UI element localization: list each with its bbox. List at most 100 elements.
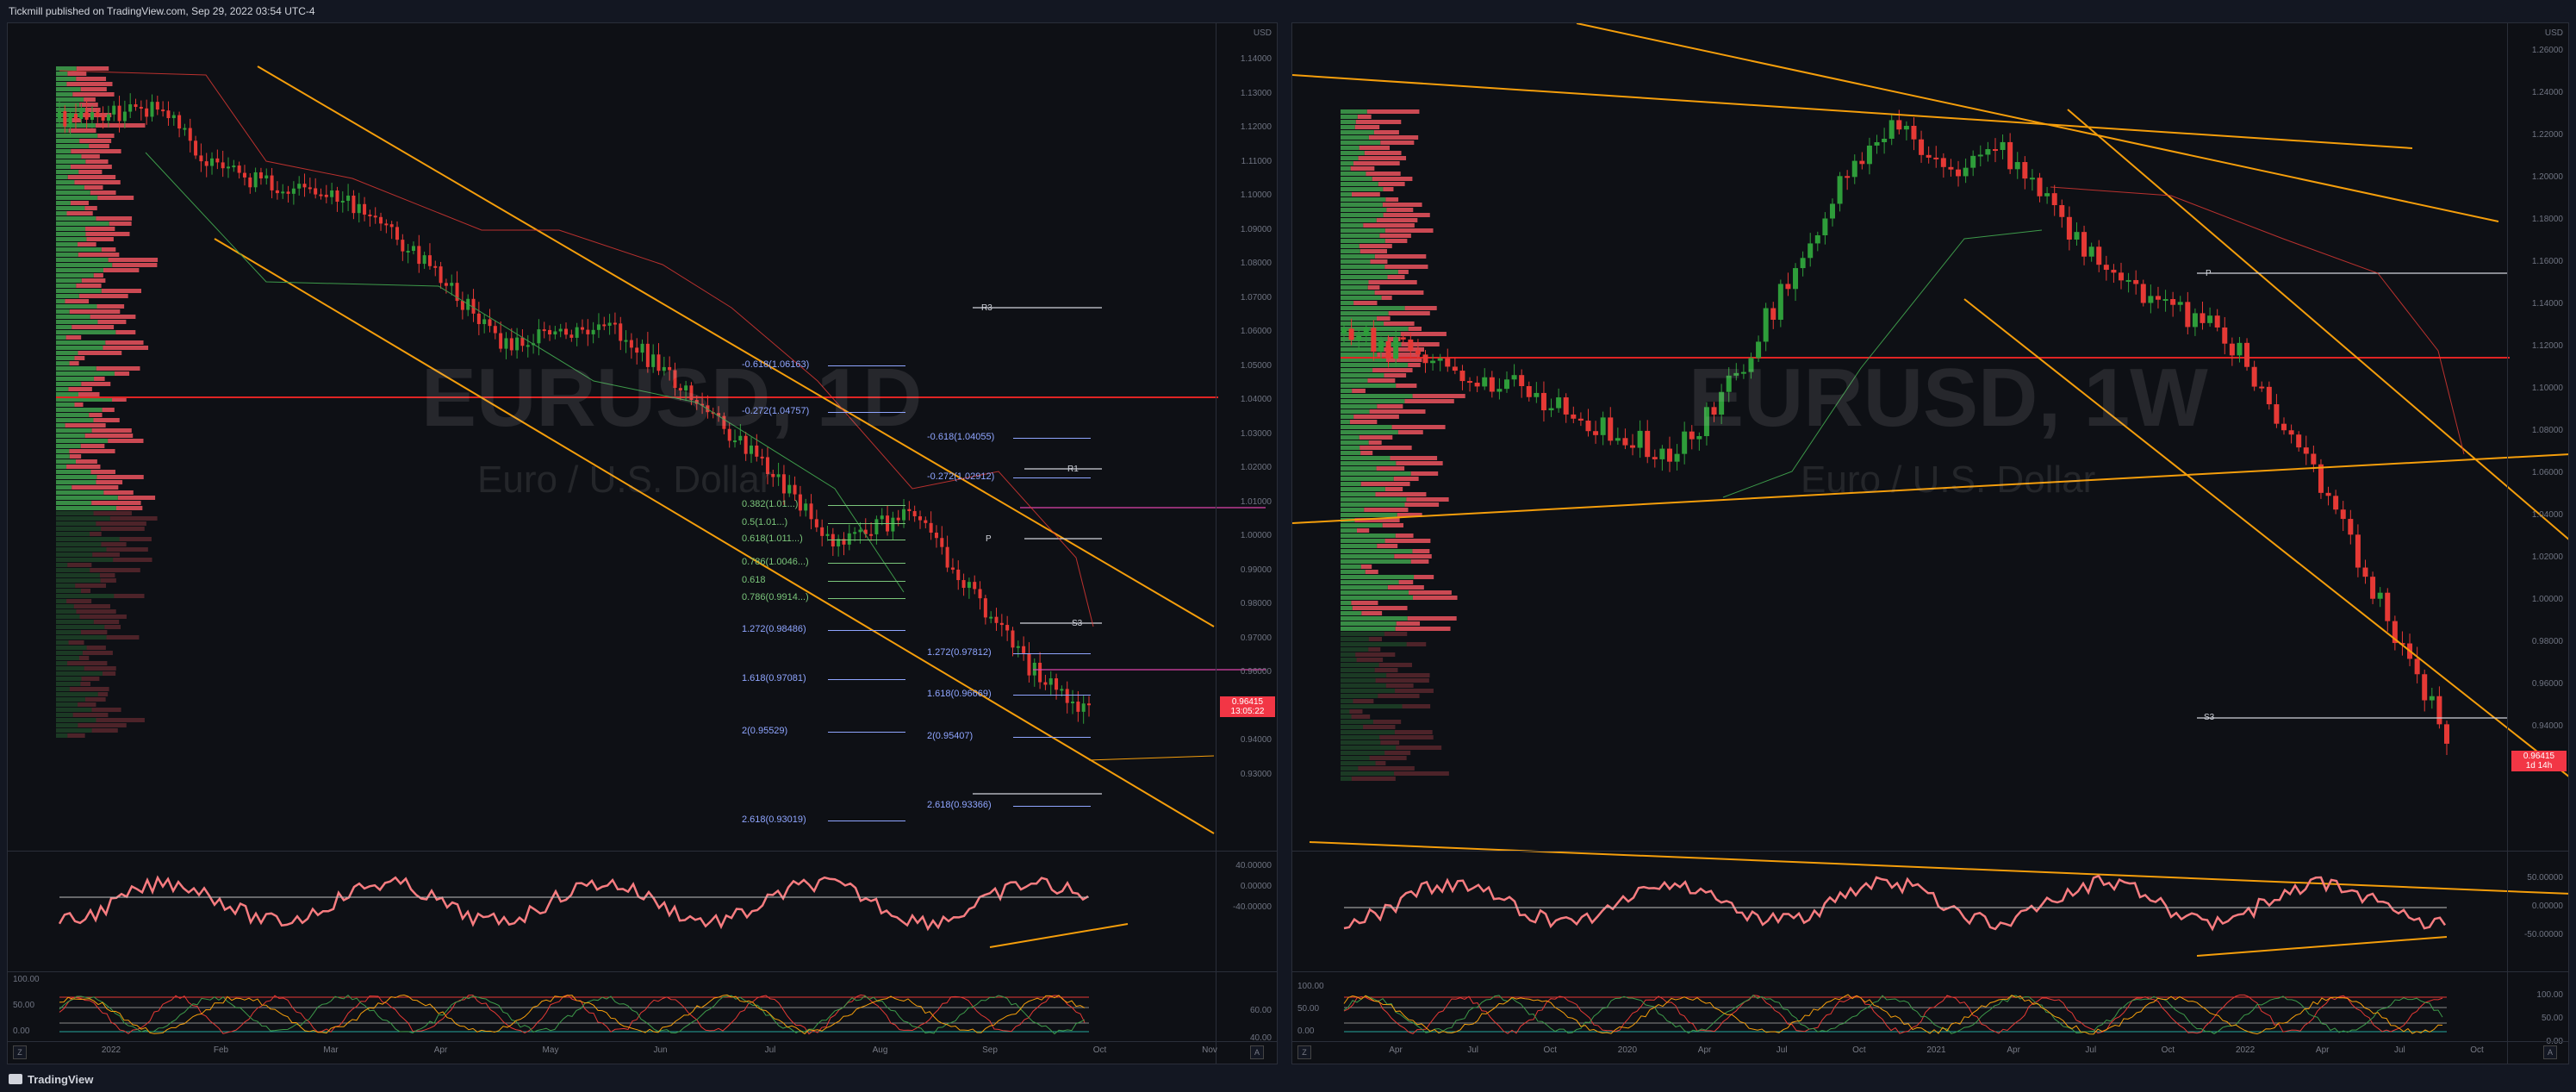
candle-body (221, 162, 225, 169)
price-tick: 1.26000 (2531, 46, 2563, 55)
volume-profile-buy (56, 289, 102, 293)
volume-profile-sell (1394, 771, 1449, 776)
pane-separator[interactable] (1292, 851, 2568, 852)
time-tick: Oct (2161, 1045, 2175, 1055)
volume-profile-sell (1354, 518, 1400, 522)
stoch-line (59, 994, 1086, 1035)
volume-profile-sell (1384, 321, 1415, 326)
volume-profile-buy (56, 211, 67, 215)
pane-separator[interactable] (1292, 971, 2568, 972)
candle-body (183, 128, 187, 130)
candle-body (2111, 270, 2117, 273)
volume-profile-buy (1341, 466, 1377, 471)
volume-profile-buy (56, 428, 92, 433)
volume-profile-buy (56, 268, 103, 272)
volume-profile-buy (56, 237, 87, 241)
volume-profile-buy (1341, 125, 1355, 129)
daily-chart-canvas[interactable] (8, 23, 1278, 1064)
volume-profile-buy (56, 216, 96, 221)
candle-body (1682, 431, 1688, 454)
volume-profile-buy (1341, 373, 1384, 378)
volume-profile-sell (67, 733, 85, 738)
volume-profile-sell (1380, 140, 1415, 145)
scale-button-a[interactable]: A (2543, 1045, 2557, 1059)
volume-profile-buy (56, 170, 79, 174)
candle-body (232, 165, 236, 168)
volume-profile-buy (1341, 389, 1353, 393)
volume-profile-buy (56, 506, 116, 510)
candle-body (2192, 313, 2198, 328)
price-tick: 1.09000 (1240, 224, 1272, 234)
candle-body (1371, 328, 1377, 353)
volume-profile-sell (1406, 497, 1449, 502)
volume-profile-sell (101, 542, 127, 546)
chart-panel-daily[interactable]: EURUSD, 1D Euro / U.S. Dollar USD 1.1400… (7, 22, 1278, 1064)
volume-profile-sell (1377, 544, 1398, 548)
candle-body (242, 172, 246, 178)
candle-body (2348, 519, 2354, 535)
volume-profile-buy (1341, 140, 1381, 145)
price-tick: 0.94000 (2531, 721, 2563, 731)
currency-label: USD (1253, 28, 1272, 38)
volume-profile-buy (1341, 756, 1370, 760)
pane-separator[interactable] (8, 851, 1277, 852)
trailing-stop-line (59, 70, 1094, 627)
volume-profile-sell (86, 237, 114, 241)
volume-profile-buy (1341, 384, 1397, 388)
volume-profile-sell (84, 108, 101, 112)
stoch-axis-tick: 0.00 (1297, 1026, 1315, 1036)
candle-body (1065, 689, 1069, 703)
volume-profile-sell (1408, 363, 1421, 367)
volume-profile-sell (95, 123, 146, 128)
volume-profile-buy (56, 625, 105, 629)
candle-body (640, 343, 644, 353)
price-scale[interactable]: USD 1.26000 1.24000 1.22000 1.20000 1.18000 1… (2507, 23, 2568, 1064)
volume-profile-sell (1363, 725, 1396, 729)
candle-body (902, 509, 906, 521)
volume-profile-buy (56, 439, 109, 443)
volume-profile-sell (1401, 342, 1440, 346)
volume-profile-buy (1341, 135, 1369, 140)
volume-profile-buy (56, 325, 72, 329)
candle-body (1378, 340, 1384, 353)
candle-body (2436, 696, 2442, 725)
pane-separator[interactable] (8, 971, 1277, 972)
volume-profile-buy (1341, 378, 1368, 383)
scale-button-a[interactable]: A (1250, 1045, 1264, 1059)
candle-body (2229, 343, 2235, 356)
scale-button-z[interactable]: Z (1297, 1045, 1311, 1059)
stoch-line (1343, 994, 2443, 1034)
weekly-chart-canvas[interactable] (1292, 23, 2569, 1064)
candle-body (1866, 145, 1872, 165)
time-tick: Apr (1389, 1045, 1403, 1055)
candle-body (122, 111, 127, 122)
volume-profile-sell (1377, 404, 1403, 409)
tradingview-logo[interactable]: TradingView (9, 1073, 93, 1086)
volume-profile-buy (1341, 301, 1354, 305)
fib-level-line (828, 732, 905, 733)
chart-panel-weekly[interactable]: EURUSD, 1W Euro / U.S. Dollar USD 1.2600… (1291, 22, 2569, 1064)
volume-profile-sell (71, 149, 121, 153)
volume-profile-sell (1374, 668, 1398, 672)
volume-profile-sell (72, 92, 115, 97)
candle-body (2103, 265, 2109, 271)
volume-profile-buy (1341, 621, 1397, 626)
volume-profile-sell (78, 392, 100, 396)
volume-profile-sell (91, 728, 118, 733)
candle-body (2162, 299, 2168, 302)
candle-body (504, 338, 508, 349)
volume-profile-buy (56, 418, 94, 422)
candle-body (1081, 703, 1086, 712)
candle-body (961, 580, 966, 589)
volume-profile-buy (1341, 482, 1361, 486)
volume-profile-sell (80, 87, 107, 91)
volume-profile-buy (56, 294, 79, 298)
volume-profile-sell (1396, 746, 1442, 750)
volume-profile-sell (1407, 616, 1457, 621)
scale-button-z[interactable]: Z (13, 1045, 27, 1059)
volume-profile-sell (1367, 378, 1396, 383)
candle-body (2140, 284, 2146, 303)
volume-profile-buy (56, 485, 72, 490)
price-scale[interactable]: USD 1.14000 1.13000 1.12000 1.11000 1.10000 1… (1216, 23, 1277, 1064)
volume-profile-buy (56, 615, 80, 619)
